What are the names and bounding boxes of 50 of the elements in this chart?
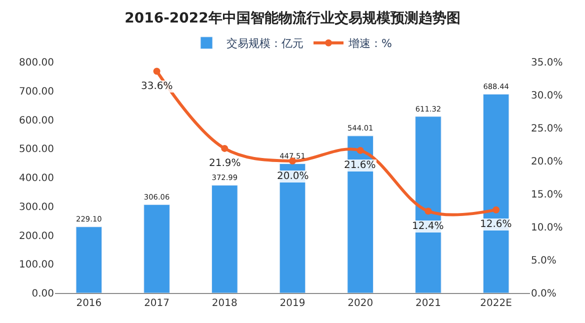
x-tick-label: 2016 [76,298,102,309]
bar [144,204,170,293]
point [356,146,364,154]
y2-tick-label: 25.0% [531,124,563,134]
y-tick-label: 800.00 [19,58,54,68]
legend-label: 交易规模：亿元 [226,37,304,50]
data-label: 611.32 [415,104,442,114]
point [492,206,500,214]
y-tick-label: 400.00 [19,173,54,184]
data-label: 544.01 [347,124,374,133]
point [424,208,432,215]
y2-tick-label: 10.0% [531,222,563,234]
x-tick-label: 2017 [144,298,170,309]
data-label: 447.51 [280,152,306,161]
x-tick-label: 2020 [348,298,374,309]
legend-label: 增速：% [348,37,392,50]
y2-tick-label: 5.0% [531,256,556,266]
data-label: 229.10 [76,214,102,224]
bar [482,94,510,293]
data-label: 21.9% [209,158,241,169]
y-tick-label: 200.00 [19,230,54,242]
x-tick-label: 2022E [480,298,512,309]
data-label: 33.6% [141,81,173,92]
y-tick-label: 300.00 [19,202,54,213]
y-tick-label: 600.00 [19,115,54,126]
data-label: 12.6% [480,219,512,230]
point [221,144,228,152]
bar [76,226,102,293]
bar [415,116,442,293]
point [153,68,160,75]
data-label: 688.44 [483,82,510,91]
data-label: 306.06 [144,192,170,202]
x-tick-label: 2021 [415,298,441,309]
y2-tick-label: 20.0% [531,156,563,168]
y-tick-label: 500.00 [19,144,54,156]
y2-tick-label: 15.0% [531,190,563,200]
data-label: 20.0% [277,171,309,182]
y2-tick-label: 35.0% [531,58,563,68]
data-label: 372.99 [212,173,238,182]
data-label: 21.6% [344,160,376,171]
x-tick-label: 2018 [212,298,238,309]
y-tick-label: 700.00 [19,86,54,98]
y-tick-label: 100.00 [19,260,54,271]
y2-tick-label: 0.0% [531,288,556,300]
chart-title: 2016-2022年中国智能物流行业交易规模预测趋势图 [124,10,460,27]
y2-tick-label: 30.0% [531,90,563,102]
x-tick-label: 2019 [280,298,306,309]
data-label: 12.4% [412,221,444,232]
bar [212,185,238,293]
y-tick-label: 0.00 [32,288,54,300]
